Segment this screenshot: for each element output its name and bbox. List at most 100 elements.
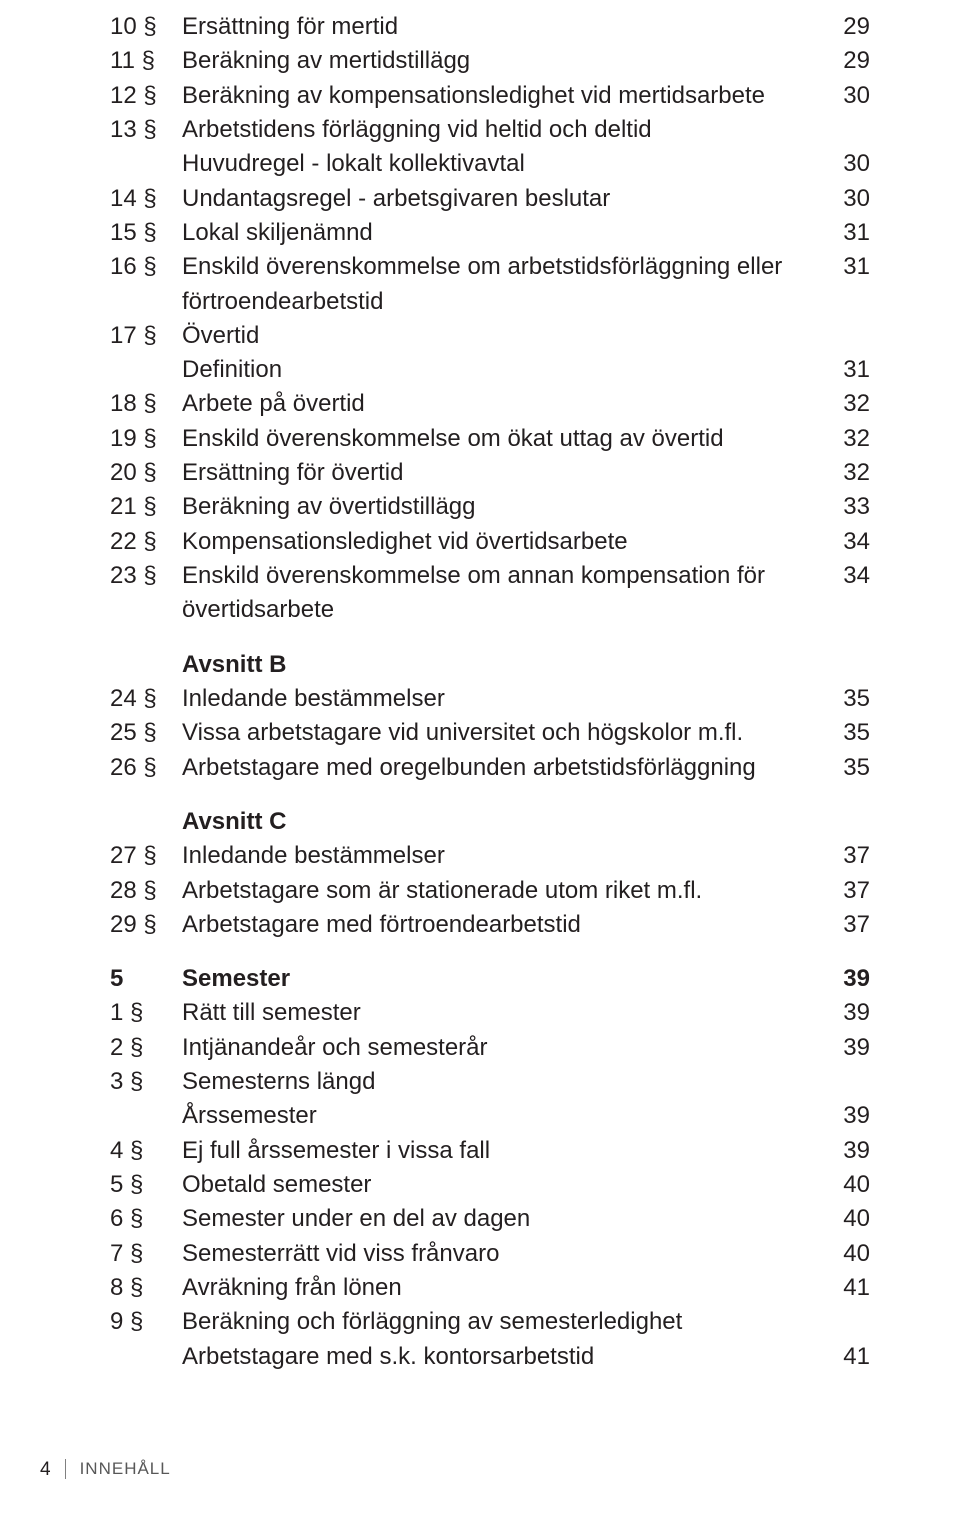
- toc-page-number: 31: [830, 250, 870, 284]
- toc-row: 10 §Ersättning för mertid29: [110, 10, 870, 44]
- toc-title: Vissa arbetstagare vid universitet och h…: [182, 716, 830, 750]
- toc-section-number: 12 §: [110, 79, 182, 113]
- toc-section-number: 17 §: [110, 319, 182, 353]
- toc-title: Intjänandeår och semesterår: [182, 1031, 830, 1065]
- toc-page-number: 32: [830, 456, 870, 490]
- toc-section-number: 15 §: [110, 216, 182, 250]
- toc-section-number: 3 §: [110, 1065, 182, 1099]
- toc-page-number: 33: [830, 490, 870, 524]
- toc-row: 5Semester39: [110, 962, 870, 996]
- toc-section-number: 18 §: [110, 387, 182, 421]
- toc-row: 1 §Rätt till semester39: [110, 996, 870, 1030]
- toc-section-number: 27 §: [110, 839, 182, 873]
- toc-row: 17 §Övertid: [110, 319, 870, 353]
- toc-row: Årssemester39: [110, 1099, 870, 1133]
- toc-section-number: 23 §: [110, 559, 182, 593]
- toc-section-number: 25 §: [110, 716, 182, 750]
- toc-page-number: 39: [830, 962, 870, 996]
- toc-row: 6 §Semester under en del av dagen40: [110, 1202, 870, 1236]
- toc-title: Lokal skiljenämnd: [182, 216, 830, 250]
- toc-section-number: 1 §: [110, 996, 182, 1030]
- toc-title: Undantagsregel - arbetsgivaren beslutar: [182, 182, 830, 216]
- toc-page-number: 35: [830, 716, 870, 750]
- toc-row: 21 §Beräkning av övertidstillägg33: [110, 490, 870, 524]
- toc-section-number: 9 §: [110, 1305, 182, 1339]
- toc-title: Arbetstagare med s.k. kontorsarbetstid: [182, 1340, 830, 1374]
- toc-section-number: 13 §: [110, 113, 182, 147]
- toc-section-number: 8 §: [110, 1271, 182, 1305]
- toc-row: 20 §Ersättning för övertid32: [110, 456, 870, 490]
- toc-page-number: 37: [830, 874, 870, 908]
- toc-page-number: 32: [830, 387, 870, 421]
- toc-title: Övertid: [182, 319, 830, 353]
- toc-row: 19 §Enskild överenskommelse om ökat utta…: [110, 422, 870, 456]
- toc-title: Enskild överenskommelse om arbetstidsför…: [182, 250, 830, 319]
- toc-title: Semesterns längd: [182, 1065, 830, 1099]
- toc-page-number: 39: [830, 1134, 870, 1168]
- toc-row: Arbetstagare med s.k. kontorsarbetstid41: [110, 1340, 870, 1374]
- toc-row: 14 §Undantagsregel - arbetsgivaren beslu…: [110, 182, 870, 216]
- toc-page-number: 32: [830, 422, 870, 456]
- toc-row: 18 §Arbete på övertid32: [110, 387, 870, 421]
- toc-section-number: 6 §: [110, 1202, 182, 1236]
- toc-page-number: 35: [830, 751, 870, 785]
- toc-title: Semester: [182, 962, 830, 996]
- toc-section-number: 7 §: [110, 1237, 182, 1271]
- toc-section-number: 4 §: [110, 1134, 182, 1168]
- toc-row: 13 §Arbetstidens förläggning vid heltid …: [110, 113, 870, 147]
- toc-row: Avsnitt C: [110, 805, 870, 839]
- toc-row: 9 §Beräkning och förläggning av semester…: [110, 1305, 870, 1339]
- toc-row: 5 §Obetald semester40: [110, 1168, 870, 1202]
- toc-page-number: 35: [830, 682, 870, 716]
- toc-row: 11 §Beräkning av mertidstillägg29: [110, 44, 870, 78]
- toc-page-number: 40: [830, 1202, 870, 1236]
- toc-section-number: 29 §: [110, 908, 182, 942]
- toc-title: Semester under en del av dagen: [182, 1202, 830, 1236]
- table-of-contents: 10 §Ersättning för mertid2911 §Beräkning…: [110, 10, 870, 1374]
- toc-page-number: 31: [830, 353, 870, 387]
- toc-title: Arbetstidens förläggning vid heltid och …: [182, 113, 830, 147]
- toc-title: Inledande bestämmelser: [182, 839, 830, 873]
- toc-title: Semesterrätt vid viss frånvaro: [182, 1237, 830, 1271]
- toc-title: Arbetstagare med oregelbunden arbetstids…: [182, 751, 830, 785]
- toc-section-number: 14 §: [110, 182, 182, 216]
- toc-page-number: 37: [830, 839, 870, 873]
- toc-title: Obetald semester: [182, 1168, 830, 1202]
- toc-title: Beräkning av mertidstillägg: [182, 44, 830, 78]
- toc-section-number: 24 §: [110, 682, 182, 716]
- toc-title: Avräkning från lönen: [182, 1271, 830, 1305]
- toc-row: 24 §Inledande bestämmelser35: [110, 682, 870, 716]
- toc-page-number: 40: [830, 1168, 870, 1202]
- toc-section-number: 26 §: [110, 751, 182, 785]
- toc-page-number: 34: [830, 559, 870, 593]
- toc-row: 23 §Enskild överenskommelse om annan kom…: [110, 559, 870, 628]
- toc-title: Kompensationsledighet vid övertidsarbete: [182, 525, 830, 559]
- toc-row: 28 §Arbetstagare som är stationerade uto…: [110, 874, 870, 908]
- toc-row: 2 §Intjänandeår och semesterår39: [110, 1031, 870, 1065]
- toc-section-number: 5 §: [110, 1168, 182, 1202]
- toc-section-number: 10 §: [110, 10, 182, 44]
- toc-row: 26 §Arbetstagare med oregelbunden arbets…: [110, 751, 870, 785]
- toc-row: 22 §Kompensationsledighet vid övertidsar…: [110, 525, 870, 559]
- toc-title: Enskild överenskommelse om annan kompens…: [182, 559, 830, 628]
- toc-page-number: 41: [830, 1271, 870, 1305]
- toc-section-number: 20 §: [110, 456, 182, 490]
- toc-section-number: 2 §: [110, 1031, 182, 1065]
- toc-section-number: 11 §: [110, 44, 182, 78]
- toc-title: Huvudregel - lokalt kollektivavtal: [182, 147, 830, 181]
- toc-page-number: 39: [830, 1099, 870, 1133]
- toc-title: Ej full årssemester i vissa fall: [182, 1134, 830, 1168]
- toc-page-number: 29: [830, 10, 870, 44]
- page-footer: 4 INNEHÅLL: [40, 1456, 171, 1483]
- toc-page-number: 30: [830, 147, 870, 181]
- toc-page-number: 34: [830, 525, 870, 559]
- toc-title: Arbetstagare med förtroendearbetstid: [182, 908, 830, 942]
- footer-label: INNEHÅLL: [80, 1457, 171, 1481]
- footer-divider: [65, 1459, 66, 1479]
- toc-row: 7 §Semesterrätt vid viss frånvaro40: [110, 1237, 870, 1271]
- toc-row: Definition31: [110, 353, 870, 387]
- toc-page-number: 39: [830, 1031, 870, 1065]
- toc-row: 29 §Arbetstagare med förtroendearbetstid…: [110, 908, 870, 942]
- toc-row: 16 §Enskild överenskommelse om arbetstid…: [110, 250, 870, 319]
- toc-row: 8 §Avräkning från lönen41: [110, 1271, 870, 1305]
